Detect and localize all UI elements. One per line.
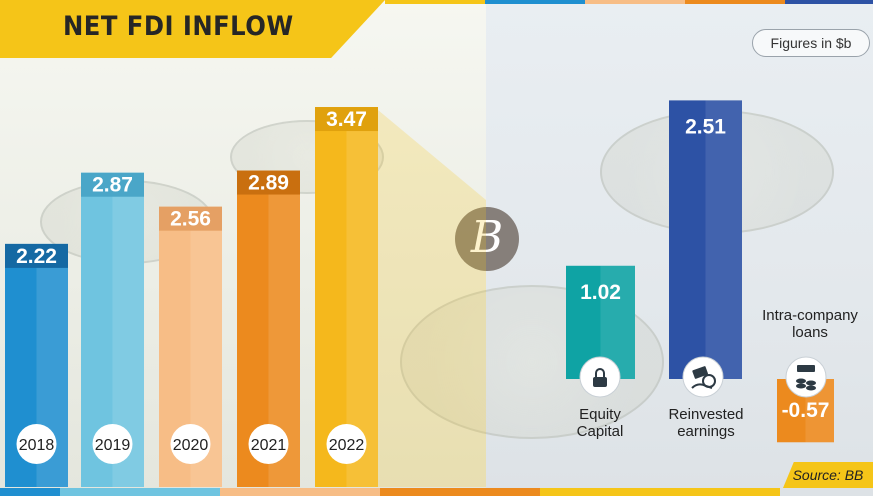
chart-title: NET FDI INFLOW xyxy=(63,11,294,42)
component-bar-group xyxy=(669,100,742,379)
top-accent-strip xyxy=(585,0,685,4)
bottom-accent-strip xyxy=(380,488,540,496)
category-label-reinvested-line1: Reinvested xyxy=(668,406,743,423)
year-label: 2019 xyxy=(95,437,131,454)
banknote xyxy=(692,366,709,379)
bar-value-label: 2.89 xyxy=(248,172,289,195)
bar-value-cap xyxy=(237,170,300,195)
component-value-label: 1.02 xyxy=(580,281,621,304)
hand xyxy=(691,383,713,389)
year-label: 2021 xyxy=(251,437,287,454)
bottom-accent-strip xyxy=(0,488,60,496)
source-label: Source: BB xyxy=(783,462,873,488)
highlight-band xyxy=(378,110,486,487)
lock-body xyxy=(593,377,607,387)
year-badge xyxy=(170,424,211,464)
top-accent-strip xyxy=(785,0,873,4)
lock-icon xyxy=(579,356,621,398)
units-label: Figures in $b xyxy=(752,29,870,57)
category-label-intra-line1: Intra-company xyxy=(762,307,858,324)
category-label-equity-line1: Equity xyxy=(579,406,621,423)
bar-group xyxy=(5,243,68,487)
bar-value-cap xyxy=(5,243,68,268)
coin-stack xyxy=(796,378,806,384)
lock-shackle xyxy=(595,368,605,377)
bar-value-label: 2.87 xyxy=(92,174,133,197)
top-accent-strip xyxy=(385,0,485,4)
bar-group xyxy=(315,107,378,487)
category-label-intra-line2: loans xyxy=(792,324,828,341)
bar xyxy=(315,107,378,487)
category-label-equity-line2: Capital xyxy=(577,423,624,440)
bar-group xyxy=(237,170,300,488)
bottom-accent-strip xyxy=(540,488,780,496)
year-label: 2018 xyxy=(19,437,55,454)
bar-sheen xyxy=(705,100,742,379)
bar-group xyxy=(81,172,144,488)
coin-stack xyxy=(806,380,816,386)
coins-stack-icon xyxy=(785,356,827,398)
component-value-label: 2.51 xyxy=(685,115,726,138)
coin-stack xyxy=(796,383,806,389)
bottom-accent-strip xyxy=(220,488,380,496)
bar-value-label: 2.56 xyxy=(170,208,211,231)
bar-group xyxy=(159,206,222,487)
year-label: 2020 xyxy=(173,437,209,454)
icon-badge-circle xyxy=(682,356,724,398)
top-accent-strip xyxy=(685,0,785,4)
coin-stack xyxy=(806,385,816,391)
icon-badge-circle xyxy=(785,356,827,398)
year-badge xyxy=(16,424,57,464)
bottom-accent-strip xyxy=(60,488,220,496)
bar-sheen xyxy=(346,107,378,487)
year-badge xyxy=(248,424,289,464)
title-banner xyxy=(0,0,385,58)
year-badge xyxy=(326,424,367,464)
category-label-reinvested-line2: earnings xyxy=(677,423,735,440)
component-value-label: -0.57 xyxy=(782,399,830,422)
bar-value-label: 3.47 xyxy=(326,108,367,131)
bar-value-cap xyxy=(315,107,378,132)
money-hand-icon xyxy=(682,356,724,398)
top-accent-strip xyxy=(485,0,585,4)
component-bar xyxy=(669,100,742,379)
bar-value-label: 2.22 xyxy=(16,245,57,268)
logo-icon: B xyxy=(455,207,519,271)
bar-value-cap xyxy=(159,206,222,231)
bar-value-cap xyxy=(81,172,144,197)
year-badge xyxy=(92,424,133,464)
briefcase xyxy=(797,365,815,372)
year-label: 2022 xyxy=(329,437,365,454)
